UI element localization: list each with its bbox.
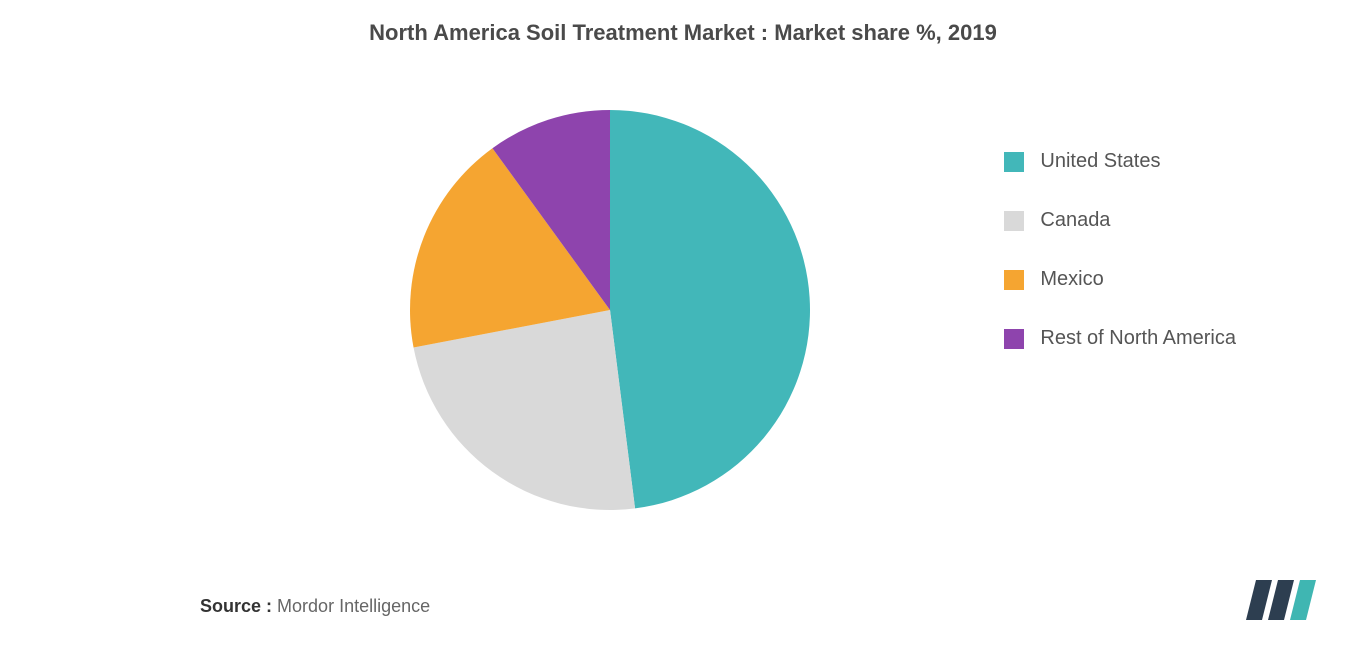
legend-item: Mexico (1004, 268, 1236, 291)
legend-swatch (1004, 152, 1024, 172)
legend-label: United States (1040, 150, 1160, 173)
legend-label: Mexico (1040, 268, 1103, 291)
logo-bar (1246, 580, 1272, 620)
logo-bar (1268, 580, 1294, 620)
pie-slice (610, 110, 810, 508)
source-text: Mordor Intelligence (277, 596, 430, 616)
legend-swatch (1004, 211, 1024, 231)
legend-item: Rest of North America (1004, 327, 1236, 350)
chart-container: North America Soil Treatment Market : Ma… (0, 0, 1366, 655)
legend-label: Canada (1040, 209, 1110, 232)
legend-swatch (1004, 270, 1024, 290)
mordor-logo-icon (1246, 575, 1326, 625)
legend-label: Rest of North America (1040, 327, 1236, 350)
logo-bar (1290, 580, 1316, 620)
source-line: Source : Mordor Intelligence (200, 596, 430, 617)
legend-item: Canada (1004, 209, 1236, 232)
legend: United States Canada Mexico Rest of North A… (1004, 150, 1236, 386)
legend-item: United States (1004, 150, 1236, 173)
legend-swatch (1004, 329, 1024, 349)
source-label: Source : (200, 596, 272, 616)
